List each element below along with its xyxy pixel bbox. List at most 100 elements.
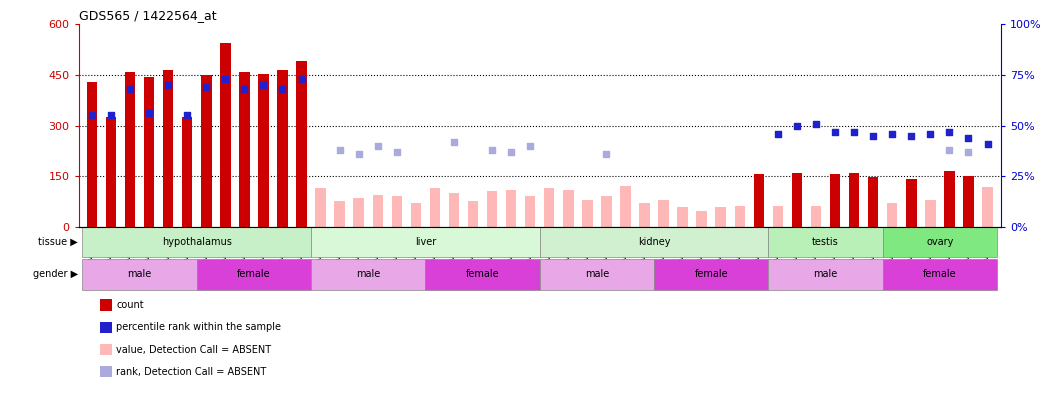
Bar xyxy=(487,192,498,227)
Bar xyxy=(754,175,764,227)
Bar xyxy=(144,77,154,227)
Bar xyxy=(830,175,840,227)
Bar xyxy=(768,227,882,257)
Point xyxy=(293,76,310,82)
Point xyxy=(331,147,348,153)
Bar xyxy=(944,171,955,227)
Point xyxy=(941,147,958,153)
Text: ovary: ovary xyxy=(926,237,954,247)
Bar xyxy=(201,75,212,227)
Point xyxy=(140,110,157,117)
Point xyxy=(122,86,138,92)
Point xyxy=(198,84,215,90)
Bar xyxy=(392,196,402,227)
Point xyxy=(846,128,863,135)
Bar xyxy=(182,117,193,227)
Text: female: female xyxy=(465,269,499,279)
Point xyxy=(179,112,196,119)
Text: female: female xyxy=(237,269,270,279)
Point xyxy=(883,130,900,137)
Text: hypothalamus: hypothalamus xyxy=(161,237,232,247)
Bar xyxy=(654,259,768,290)
Point xyxy=(979,141,996,147)
Text: count: count xyxy=(116,300,144,310)
Bar xyxy=(791,173,802,227)
Text: rank, Detection Call = ABSENT: rank, Detection Call = ABSENT xyxy=(116,367,266,377)
Bar xyxy=(811,206,822,227)
Bar xyxy=(334,202,345,227)
Bar xyxy=(907,179,917,227)
Bar xyxy=(563,190,573,227)
Point xyxy=(350,151,367,157)
Bar xyxy=(768,259,882,290)
Point xyxy=(598,151,615,157)
Bar xyxy=(315,188,326,227)
Text: value, Detection Call = ABSENT: value, Detection Call = ABSENT xyxy=(116,345,271,354)
Bar xyxy=(353,198,364,227)
Point xyxy=(769,130,786,137)
Bar xyxy=(258,74,268,227)
Point xyxy=(159,82,176,88)
Point xyxy=(827,128,844,135)
Text: female: female xyxy=(923,269,957,279)
Bar xyxy=(83,227,311,257)
Bar xyxy=(982,187,992,227)
Bar xyxy=(602,196,612,227)
Bar xyxy=(772,206,783,227)
Point xyxy=(503,149,520,155)
Bar xyxy=(311,227,540,257)
Bar xyxy=(220,43,231,227)
Bar xyxy=(467,202,478,227)
Bar xyxy=(620,186,631,227)
Bar xyxy=(525,196,536,227)
Point xyxy=(865,132,881,139)
Bar xyxy=(639,202,650,227)
Text: percentile rank within the sample: percentile rank within the sample xyxy=(116,322,281,332)
Text: male: male xyxy=(813,269,837,279)
Text: kidney: kidney xyxy=(638,237,671,247)
Bar xyxy=(411,203,421,227)
Bar xyxy=(882,259,997,290)
Text: male: male xyxy=(585,269,609,279)
Bar xyxy=(125,72,135,227)
Point xyxy=(255,82,271,88)
Bar xyxy=(697,211,707,227)
Bar xyxy=(677,207,687,227)
Point xyxy=(941,128,958,135)
Bar xyxy=(297,62,307,227)
Bar xyxy=(582,200,592,227)
Point xyxy=(389,149,406,155)
Point xyxy=(103,112,119,119)
Point xyxy=(84,112,101,119)
Point xyxy=(275,86,291,92)
Bar xyxy=(425,259,540,290)
Point xyxy=(236,86,253,92)
Bar xyxy=(197,259,311,290)
Point xyxy=(808,120,825,127)
Point xyxy=(522,143,539,149)
Point xyxy=(445,139,462,145)
Bar xyxy=(430,188,440,227)
Bar xyxy=(311,259,425,290)
Point xyxy=(217,76,234,82)
Point xyxy=(369,143,386,149)
Bar xyxy=(658,200,669,227)
Bar xyxy=(540,227,768,257)
Bar xyxy=(735,206,745,227)
Point xyxy=(960,149,977,155)
Bar xyxy=(449,193,459,227)
Text: gender ▶: gender ▶ xyxy=(34,269,79,279)
Text: testis: testis xyxy=(812,237,838,247)
Bar xyxy=(716,207,726,227)
Bar xyxy=(278,70,288,227)
Bar xyxy=(239,72,249,227)
Bar xyxy=(372,195,383,227)
Bar xyxy=(544,188,554,227)
Text: male: male xyxy=(128,269,152,279)
Text: tissue ▶: tissue ▶ xyxy=(39,237,79,247)
Point xyxy=(484,147,501,153)
Point xyxy=(903,132,920,139)
Point xyxy=(960,134,977,141)
Point xyxy=(922,130,939,137)
Bar xyxy=(83,259,197,290)
